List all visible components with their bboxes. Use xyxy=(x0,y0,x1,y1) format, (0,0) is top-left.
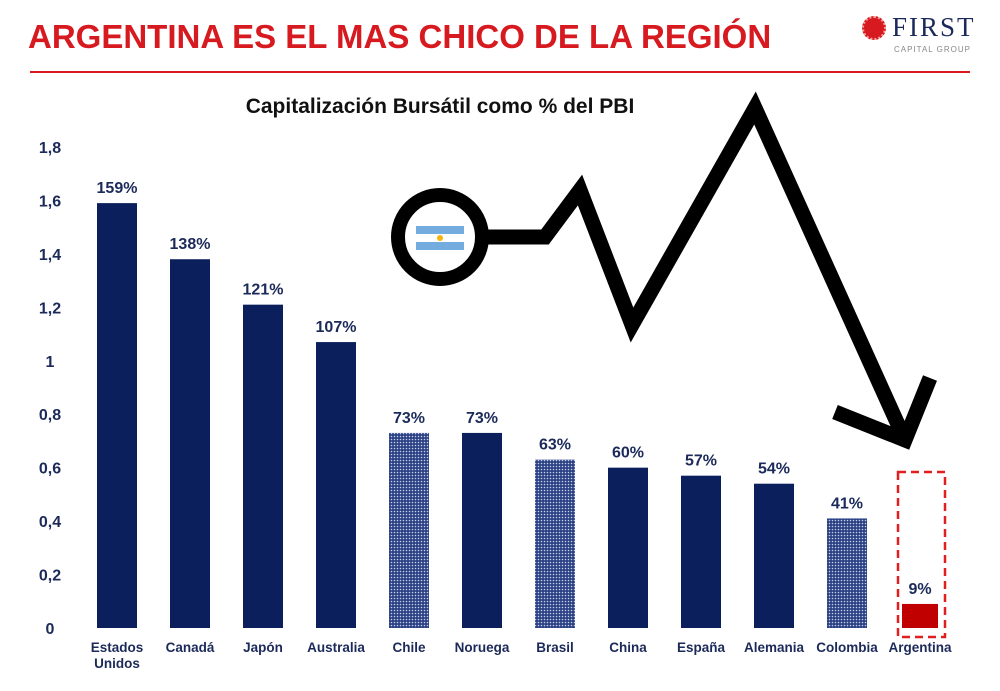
data-label: 9% xyxy=(908,581,931,598)
x-tick-label: Australia xyxy=(307,640,365,655)
x-tick-label: Noruega xyxy=(455,640,510,655)
data-label: 107% xyxy=(316,319,357,336)
y-tick-label: 1,6 xyxy=(39,193,61,210)
x-tick-label: España xyxy=(677,640,726,655)
data-label: 54% xyxy=(758,461,790,478)
x-tick-label: Canadá xyxy=(166,640,215,655)
flag-circle xyxy=(391,188,489,286)
bar xyxy=(827,518,867,628)
x-tick-label: Chile xyxy=(392,640,425,655)
bar xyxy=(389,432,429,628)
data-label: 73% xyxy=(393,410,425,427)
logo-name: FIRST xyxy=(892,12,976,42)
bar xyxy=(243,304,283,628)
x-tick-label: China xyxy=(609,640,647,655)
argentina-highlight-box xyxy=(896,470,947,639)
headline-rule xyxy=(30,71,970,73)
data-label: 60% xyxy=(612,445,644,462)
y-tick-label: 1 xyxy=(46,354,55,371)
data-label: 57% xyxy=(685,453,717,470)
argentina-flag-icon xyxy=(416,226,464,250)
y-tick-label: 0,2 xyxy=(39,568,61,585)
bar xyxy=(170,259,210,628)
data-label: 63% xyxy=(539,437,571,454)
bar xyxy=(608,467,648,628)
data-label: 159% xyxy=(97,180,138,197)
chart-title: Capitalización Bursátil como % del PBI xyxy=(246,95,635,118)
y-tick-label: 0,6 xyxy=(39,461,61,478)
headline: ARGENTINA ES EL MAS CHICO DE LA REGIÓN xyxy=(28,18,772,55)
argentina-decline-arrow xyxy=(391,91,937,450)
data-label: 73% xyxy=(466,410,498,427)
logo-seal-icon xyxy=(862,16,886,40)
y-tick-label: 1,2 xyxy=(39,300,61,317)
bar xyxy=(754,483,794,628)
bar xyxy=(97,203,137,628)
x-tick-label: Japón xyxy=(243,640,283,655)
bar xyxy=(681,475,721,628)
y-tick-label: 1,8 xyxy=(39,140,61,157)
x-tick-label: Colombia xyxy=(816,640,878,655)
x-tick-label: Alemania xyxy=(744,640,805,655)
x-tick-label: Argentina xyxy=(888,640,951,655)
logo-subtitle: CAPITAL GROUP xyxy=(894,45,972,54)
y-tick-label: 0,8 xyxy=(39,407,61,424)
data-label: 121% xyxy=(243,282,284,299)
logo: FIRST CAPITAL GROUP xyxy=(860,12,990,62)
bar xyxy=(902,603,938,628)
y-tick-label: 1,4 xyxy=(39,247,61,264)
bar xyxy=(535,459,575,628)
x-tick-label: Estados Unidos xyxy=(91,640,144,671)
data-label: 41% xyxy=(831,495,863,512)
y-tick-label: 0 xyxy=(46,621,55,638)
data-label: 138% xyxy=(170,236,211,253)
bar xyxy=(462,432,502,628)
bar xyxy=(316,342,356,628)
y-tick-label: 0,4 xyxy=(39,514,61,531)
x-tick-label: Brasil xyxy=(536,640,574,655)
